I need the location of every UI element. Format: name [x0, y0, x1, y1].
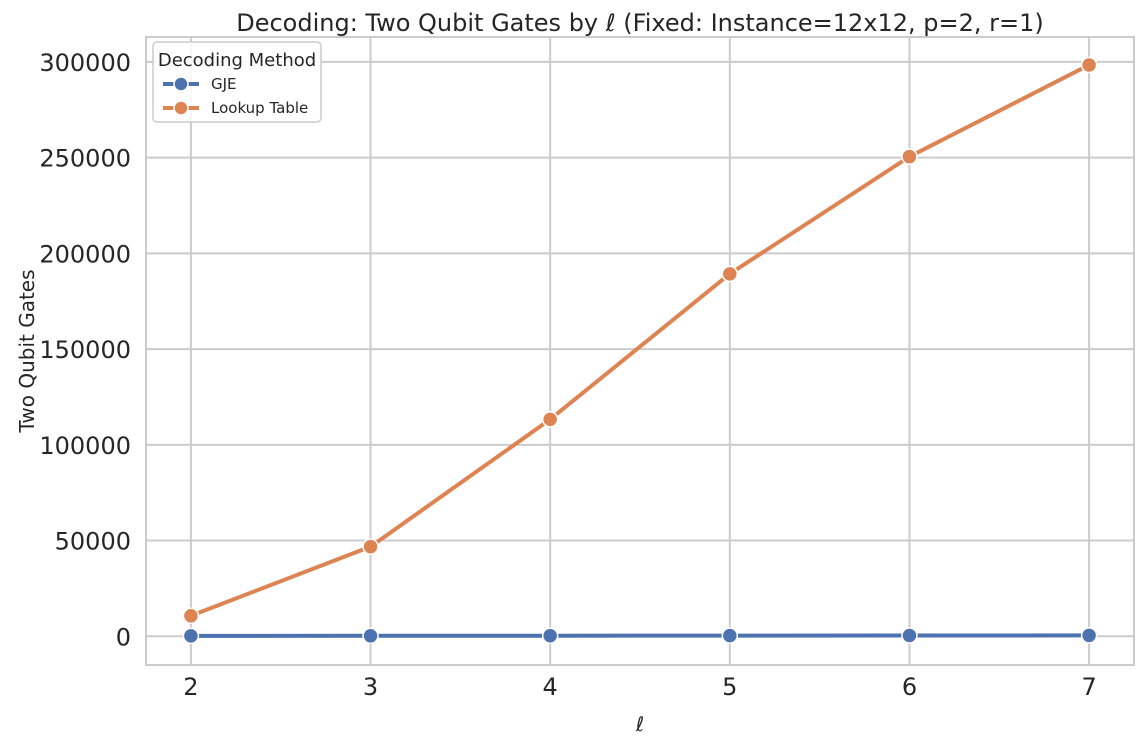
legend-marker [173, 100, 189, 116]
x-tick-label: 2 [183, 673, 198, 701]
data-point [721, 627, 739, 644]
x-tick-label: 5 [722, 673, 737, 701]
x-tick-label: 6 [902, 673, 917, 701]
data-point [541, 411, 559, 428]
series-layer [182, 56, 1098, 645]
legend-label: GJE [211, 75, 237, 93]
data-point [1080, 627, 1098, 644]
data-point [1080, 56, 1098, 74]
legend: Decoding Method GJE Lookup Table [152, 41, 322, 123]
series-lookup-table [182, 56, 1098, 625]
y-tick-label: 50000 [55, 528, 131, 556]
x-tick-label: 3 [363, 673, 378, 701]
y-axis: 0 50000 100000 150000 200000 250000 300000 [39, 49, 131, 651]
y-axis-title: Two Qubit Gates [15, 269, 39, 433]
y-tick-label: 0 [116, 623, 131, 651]
y-tick-label: 150000 [39, 336, 131, 364]
legend-title: Decoding Method [158, 50, 316, 71]
y-tick-label: 300000 [39, 49, 131, 77]
data-point [901, 627, 918, 644]
grid [146, 37, 1134, 665]
data-point [362, 538, 379, 555]
data-point [362, 627, 379, 645]
series-gje [182, 627, 1098, 645]
legend-label: Lookup Table [211, 99, 308, 117]
data-point [182, 607, 200, 625]
data-point [182, 627, 200, 645]
plot-area [145, 36, 1135, 666]
x-tick-label: 7 [1081, 673, 1096, 701]
data-point [901, 148, 918, 165]
legend-items: GJE Lookup Table [163, 75, 308, 117]
x-tick-label: 4 [543, 673, 558, 701]
legend-box [152, 41, 322, 123]
y-tick-label: 100000 [39, 432, 131, 460]
chart-title: Decoding: Two Qubit Gates by ℓ (Fixed: I… [236, 9, 1044, 37]
y-tick-label: 250000 [39, 145, 131, 173]
x-axis-title: ℓ [635, 712, 644, 736]
legend-item: GJE [163, 75, 237, 93]
legend-item: Lookup Table [163, 99, 308, 117]
legend-marker [173, 76, 189, 92]
data-point [541, 627, 559, 644]
x-axis: 2 3 4 5 6 7 [183, 673, 1096, 701]
series-line [188, 62, 1092, 618]
y-tick-label: 200000 [39, 240, 131, 268]
data-point [721, 265, 739, 283]
